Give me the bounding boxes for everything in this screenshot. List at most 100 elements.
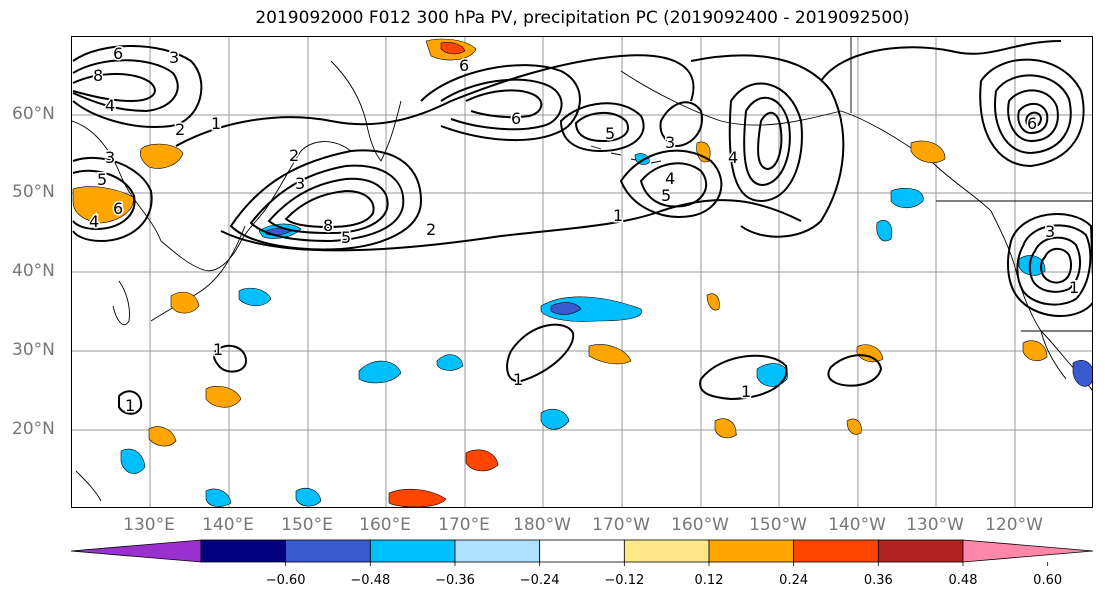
pv-contour-bering-2 [639, 162, 708, 208]
pv-contour-gulf-2 [743, 96, 791, 187]
lon-label-160e: 160°E [359, 515, 411, 535]
precip-blue-west-coast [1018, 255, 1046, 276]
lon-label-130e: 130°E [123, 515, 175, 535]
colorbar-segment [539, 539, 625, 563]
contour-label: 3 [295, 174, 305, 193]
pv-contour-jet-4 [284, 189, 375, 229]
contour-label: 4 [89, 212, 99, 231]
coast-alaska [620, 70, 992, 212]
precip-orange-south [148, 426, 177, 447]
pv-contours [72, 40, 1092, 415]
contour-label: 8 [323, 216, 333, 235]
colorbar-segment [454, 539, 541, 563]
precip-blue-bottom-a [295, 488, 322, 507]
pv-contour-na-w-4 [1040, 247, 1072, 284]
precip-blue-mid-b [436, 354, 464, 371]
precip-blue-hawaii-ne [756, 363, 788, 387]
precip-blue-mid-a [358, 360, 402, 384]
lat-label-60n: 60°N [12, 104, 55, 124]
colorbar-extend-low [70, 539, 202, 563]
lat-label-30n: 30°N [12, 340, 55, 360]
colorbar-tick-label: 0.36 [863, 573, 893, 588]
precip-blue-ne-pacific-b [876, 220, 893, 242]
lat-label-50n: 50°N [12, 182, 55, 202]
colorbar-extend-high [962, 539, 1094, 563]
contour-label: 4 [728, 148, 738, 167]
coast-baja [1040, 330, 1067, 380]
pv-contour-sub-4 [699, 354, 788, 401]
contour-label: 2 [289, 146, 299, 165]
colorbar-tick-label: −0.36 [435, 573, 475, 588]
lon-label-170e: 170°E [438, 515, 490, 535]
precip-orange-japan-a [170, 291, 200, 314]
colorbar-segment [708, 539, 795, 563]
pv-contour-na-ne-4 [1017, 102, 1049, 135]
pv-contour-sub-3 [506, 323, 575, 383]
coast-korea [112, 280, 130, 326]
pv-contour-big-1 [220, 199, 802, 252]
precip-orange-hawaii [714, 418, 737, 439]
precip-red-top [440, 42, 466, 55]
coast-aleutians [590, 145, 662, 164]
pv-contour-sub-2 [118, 390, 143, 415]
contour-label: 3 [1045, 222, 1055, 241]
contour-label: 3 [105, 148, 115, 167]
colorbar-segment [200, 539, 287, 563]
precip-orange-east [1022, 340, 1048, 362]
pv-contour-na-w-3 [1028, 236, 1082, 293]
precip-blue-sw-b [120, 448, 146, 474]
lon-label-140w: 140°W [828, 515, 886, 535]
contour-label: 5 [97, 170, 107, 189]
lat-label-40n: 40°N [12, 261, 55, 281]
lat-label-20n: 20°N [12, 419, 55, 439]
precip-orange-western-low [72, 186, 134, 224]
contour-labels: 6 3 8 4 2 1 3 5 6 4 2 3 5 8 2 1 6 5 4 3 … [88, 43, 1081, 417]
pv-contour-gulf-1 [728, 82, 803, 203]
lon-label-130w: 130°W [906, 515, 964, 535]
contour-label: 5 [605, 124, 615, 143]
lon-label-170w: 170°W [592, 515, 650, 535]
contour-label: 2 [175, 120, 185, 139]
pv-contour-na-ne-3 [1007, 89, 1059, 143]
contour-label: 6 [511, 109, 521, 128]
contour-label: 5 [661, 186, 671, 205]
precip-red-bottom [388, 488, 447, 507]
pv-contour-gulf-3 [757, 111, 783, 171]
pv-contour-sub-1 [213, 344, 248, 373]
pv-contour-jet-3 [267, 177, 389, 235]
contour-label: 1 [513, 370, 523, 389]
colorbar-segment [285, 539, 371, 563]
precip-blue-ne-pacific [890, 188, 924, 209]
map-panel: 6 3 8 4 2 1 3 5 6 4 2 3 5 8 2 1 6 5 4 3 … [71, 36, 1093, 508]
pv-contour-na-ne-2 [994, 74, 1072, 155]
pv-contour-top-2 [440, 78, 563, 131]
pv-contour-na-w-2 [1016, 224, 1092, 306]
coast-kamchatka [330, 60, 402, 162]
precip-blue-mid-c [540, 408, 570, 430]
pv-contour-west-3 [72, 73, 156, 103]
pv-contour-big-2 [175, 54, 695, 147]
precip-orange-mid-a [588, 344, 632, 365]
colorbar-segment [369, 539, 456, 563]
contour-label: 1 [211, 114, 221, 133]
precip-orange-mid-b [846, 418, 862, 435]
colorbar-segment [623, 539, 710, 563]
pv-contour-jet-2 [249, 164, 405, 243]
lon-label-150w: 150°W [749, 515, 807, 535]
contour-label: 5 [341, 228, 351, 247]
colorbar-tick-label: 0.12 [694, 573, 724, 588]
colorbar-tick-label: −0.24 [519, 573, 560, 588]
colorbar-tick-label: −0.48 [350, 573, 391, 588]
contour-label: 6 [1027, 114, 1037, 133]
pv-contour-west-1 [72, 45, 203, 128]
pv-contour-bering-3 [659, 101, 703, 148]
border-canada [850, 37, 1092, 202]
pv-contour-west-4 [72, 156, 153, 243]
precip-orange-alaska [910, 140, 946, 163]
pv-contour-sub-5 [827, 354, 883, 387]
precip-blue-mexico [1072, 360, 1092, 387]
lon-label-140e: 140°E [202, 515, 254, 535]
colorbar-tick-label: −0.12 [604, 573, 645, 588]
pv-contour-bering-1 [619, 149, 723, 218]
lon-label-180w: 180°W [513, 515, 571, 535]
